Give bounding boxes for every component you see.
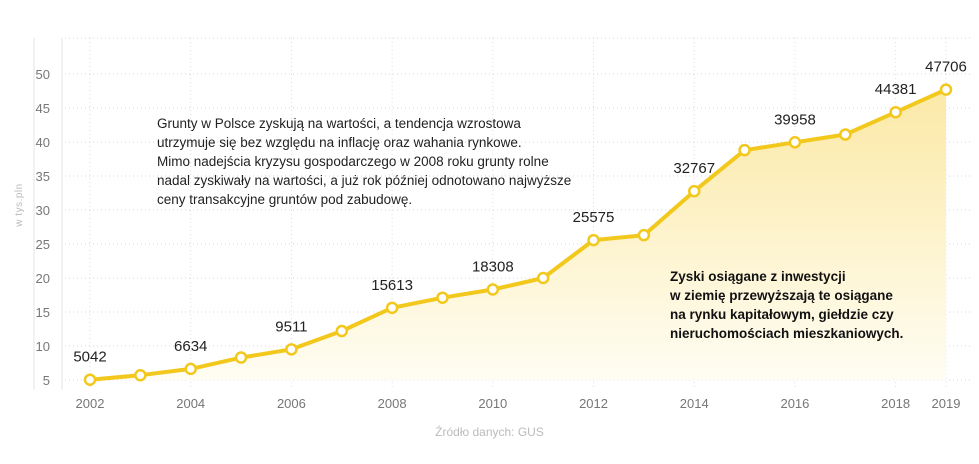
data-point bbox=[486, 283, 500, 296]
x-tick-label: 2018 bbox=[881, 396, 910, 411]
data-point bbox=[385, 301, 399, 315]
data-label: 25575 bbox=[573, 209, 615, 226]
highlight-line: nieruchomościach mieszkaniowych. bbox=[670, 326, 904, 341]
data-label: 47706 bbox=[925, 59, 967, 76]
data-point bbox=[587, 233, 600, 247]
highlight-line: w ziemię przewyższają te osiągane bbox=[670, 288, 893, 303]
annotation-line: utrzymuje się bez względu na inflację or… bbox=[157, 135, 522, 150]
data-point bbox=[687, 184, 701, 198]
annotation-line: Mimo nadejścia kryzysu gospodarczego w 2… bbox=[157, 154, 549, 169]
annotation-line: nadal zyskiwały na wartości, a już rok p… bbox=[157, 173, 572, 188]
chart-annotation: Grunty w Polsce zyskują na wartości, a t… bbox=[157, 114, 597, 209]
data-point bbox=[536, 271, 550, 285]
y-tick-label: 10 bbox=[36, 339, 50, 354]
data-points bbox=[83, 83, 953, 386]
data-point bbox=[234, 351, 248, 364]
data-label: 32767 bbox=[673, 160, 715, 177]
x-tick-label: 2002 bbox=[76, 396, 105, 411]
data-point bbox=[637, 228, 651, 242]
data-point bbox=[738, 143, 751, 157]
data-label: 39958 bbox=[774, 111, 816, 128]
x-tick-label: 2008 bbox=[378, 396, 407, 411]
data-point bbox=[184, 362, 197, 376]
y-axis-label: w tys.pln bbox=[14, 183, 25, 227]
data-label: 15613 bbox=[371, 277, 413, 294]
data-point bbox=[285, 343, 298, 356]
x-tick-label: 2019 bbox=[932, 396, 961, 411]
x-tick-label: 2014 bbox=[680, 396, 709, 411]
y-tick-label: 50 bbox=[36, 67, 50, 82]
data-label: 6634 bbox=[174, 338, 207, 355]
data-label: 5042 bbox=[73, 349, 106, 366]
value-line bbox=[88, 87, 948, 382]
y-axis: 5 10 15 20 25 30 35 40 45 50 bbox=[36, 67, 50, 388]
y-tick-label: 5 bbox=[43, 373, 50, 388]
annotation-line: Grunty w Polsce zyskują na wartości, a t… bbox=[157, 116, 521, 131]
x-tick-label: 2006 bbox=[277, 396, 306, 411]
data-point bbox=[889, 105, 902, 119]
data-point bbox=[788, 136, 802, 149]
y-tick-label: 20 bbox=[36, 271, 50, 286]
y-tick-label: 40 bbox=[36, 135, 50, 150]
data-label: 44381 bbox=[875, 81, 917, 98]
x-tick-label: 2012 bbox=[579, 396, 608, 411]
y-tick-label: 25 bbox=[36, 237, 50, 252]
data-point bbox=[83, 373, 97, 386]
x-tick-label: 2016 bbox=[780, 396, 809, 411]
y-tick-label: 35 bbox=[36, 169, 50, 184]
y-tick-label: 30 bbox=[36, 203, 50, 218]
data-label: 9511 bbox=[275, 318, 307, 335]
y-tick-label: 15 bbox=[36, 305, 50, 320]
annotation-line: ceny transakcyjne gruntów pod zabudowę. bbox=[157, 192, 413, 207]
data-labels: 5042 6634 9511 15613 18308 25575 32767 39958 443… bbox=[73, 59, 967, 366]
data-label: 18308 bbox=[472, 259, 514, 276]
highlight-line: Zyski osiągane z inwestycji bbox=[670, 269, 846, 284]
x-axis: 2002 2004 2006 2008 2010 2012 2014 2016 2018 2019 bbox=[76, 396, 961, 411]
highlight-line: na rynku kapitałowym, giełdzie czy bbox=[670, 307, 894, 322]
data-point bbox=[134, 368, 147, 382]
data-point bbox=[939, 83, 953, 96]
data-point bbox=[335, 324, 349, 338]
chart-highlight-note: Zyski osiągane z inwestycji w ziemię prz… bbox=[670, 267, 970, 343]
x-tick-label: 2004 bbox=[176, 396, 205, 411]
source-note: Źródło danych: GUS bbox=[435, 425, 544, 439]
y-tick-label: 45 bbox=[36, 101, 50, 116]
data-point bbox=[436, 291, 449, 304]
x-tick-label: 2010 bbox=[478, 396, 507, 411]
data-point bbox=[839, 128, 852, 141]
